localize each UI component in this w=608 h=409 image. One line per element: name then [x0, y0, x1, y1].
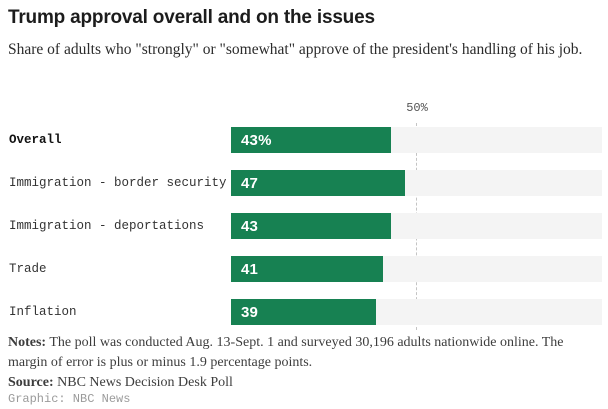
value-label: 39 [241, 303, 259, 321]
category-label: Inflation [9, 305, 77, 319]
value-label: 41 [241, 260, 259, 278]
bar: 47 [231, 170, 406, 196]
source-label: Source: [8, 375, 54, 390]
chart-row: Immigration - deportations 43 [0, 213, 608, 239]
notes-line: Notes: The poll was conducted Aug. 13-Se… [8, 333, 604, 373]
notes-text: The poll was conducted Aug. 13-Sept. 1 a… [8, 335, 564, 370]
chart-subtitle: Share of adults who "strongly" or "somew… [8, 41, 583, 58]
notes-block: Notes: The poll was conducted Aug. 13-Se… [8, 333, 604, 393]
bar-track: 43 [231, 213, 602, 239]
bar-track: 43% [231, 127, 602, 153]
category-label: Immigration - border security [9, 176, 227, 190]
bar-track: 47 [231, 170, 602, 196]
chart-row: Trade 41 [0, 256, 608, 282]
source-line: Source: NBC News Decision Desk Poll [8, 373, 604, 393]
category-label: Overall [9, 133, 62, 147]
bar: 41 [231, 256, 384, 282]
bar-track: 39 [231, 299, 602, 325]
chart-row: Overall 43% [0, 127, 608, 153]
graphic-credit: Graphic: NBC News [8, 392, 131, 406]
chart-rows: Overall 43% Immigration - border security 4… [0, 127, 608, 342]
chart-title: Trump approval overall and on the issues [8, 7, 375, 28]
category-label: Trade [9, 262, 47, 276]
bar: 39 [231, 299, 376, 325]
bar: 43% [231, 127, 391, 153]
source-text: NBC News Decision Desk Poll [53, 375, 233, 390]
value-label: 47 [241, 174, 259, 192]
notes-label: Notes: [8, 335, 47, 350]
value-label: 43 [241, 217, 259, 235]
axis-tick-50: 50% [406, 101, 428, 115]
bar: 43 [231, 213, 391, 239]
value-label: 43% [241, 131, 272, 149]
bar-track: 41 [231, 256, 602, 282]
chart-row: Immigration - border security 47 [0, 170, 608, 196]
chart-row: Inflation 39 [0, 299, 608, 325]
category-label: Immigration - deportations [9, 219, 205, 233]
